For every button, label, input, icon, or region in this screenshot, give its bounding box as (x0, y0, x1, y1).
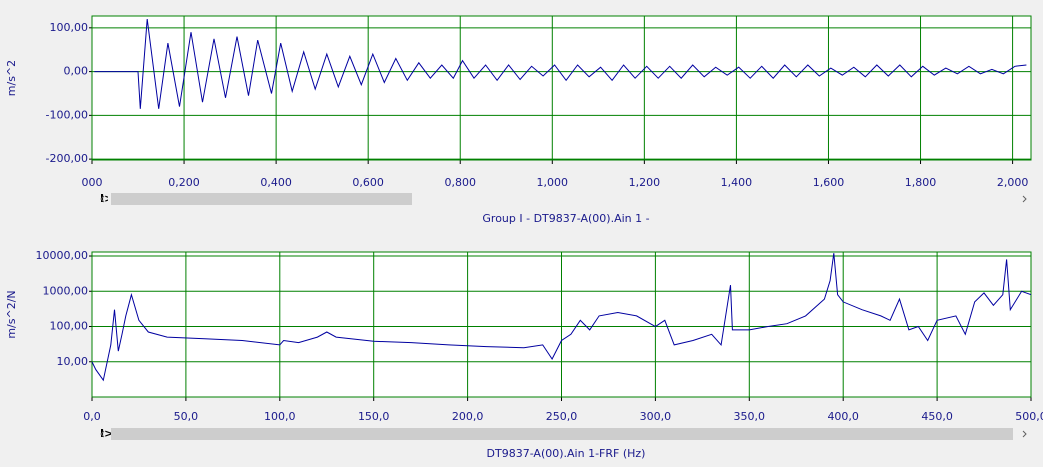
x-tick-label: 400,0 (827, 410, 859, 423)
plot-border (91, 251, 1032, 398)
y-tick-label: -100,00 (46, 108, 88, 121)
scroll-right[interactable] (1022, 430, 1027, 438)
x-tick-label: 0,600 (352, 176, 384, 189)
x-tick-label: 500,0 (1015, 410, 1043, 423)
y-axis-label: m/s^2 (5, 60, 18, 96)
signal-line (92, 253, 1031, 382)
scroll-right[interactable] (1022, 195, 1027, 203)
x-tick-label: 1,400 (721, 176, 753, 189)
x-tick-label: 300,0 (640, 410, 672, 423)
plot-area (92, 16, 1031, 160)
chart: 10000,00 1000,00 100,00 10,00 0,0 50,0 100,0 15… (5, 249, 1043, 460)
x-tick-label: 450,0 (921, 410, 953, 423)
signal-line (94, 19, 1027, 109)
y-tick-label: 100,00 (50, 21, 89, 34)
scrollbar-bottom[interactable]: I> (100, 427, 1027, 440)
x-tick-label: 000 (82, 176, 103, 189)
y-tick-label: 100,00 (50, 320, 89, 333)
scroll-thumb[interactable] (111, 193, 412, 205)
x-tick-label: 0,200 (168, 176, 200, 189)
x-tick-label: 200,0 (452, 410, 484, 423)
y-tick-label: 10000,00 (36, 249, 89, 262)
x-tick-label: 1,600 (813, 176, 845, 189)
x-tick-label: 0,0 (83, 410, 101, 423)
plot-border (91, 15, 1032, 161)
x-tick-label: 0,800 (444, 176, 476, 189)
x-tick-label: 50,0 (174, 410, 199, 423)
chart-title: Group I - DT9837-A(00).Ain 1 - (482, 212, 649, 225)
x-tick-label: 1,800 (905, 176, 937, 189)
y-tick-label: 10,00 (57, 355, 89, 368)
x-tick-label: 350,0 (734, 410, 766, 423)
chart-title: DT9837-A(00).Ain 1-FRF (Hz) (487, 447, 646, 460)
y-tick-label: 1000,00 (43, 284, 89, 297)
x-tick-label: 0,400 (260, 176, 292, 189)
x-tick-label: 1,200 (629, 176, 661, 189)
y-axis-label: m/s^2/N (5, 290, 18, 338)
scroll-left[interactable] (100, 430, 105, 438)
scrollbar-top[interactable]: I> (100, 192, 1027, 206)
x-tick-label: 250,0 (546, 410, 578, 423)
scroll-thumb[interactable] (111, 428, 1013, 440)
x-tick-label: 100,0 (264, 410, 296, 423)
scroll-left[interactable] (100, 195, 105, 203)
y-tick-label: 0,00 (64, 65, 89, 78)
x-tick-label: 1,000 (537, 176, 569, 189)
y-tick-label: -200,00 (46, 152, 88, 165)
chart: 100,00 0,00 -100,00 -200,00 000 0,200 0,400 0,6… (5, 15, 1032, 225)
x-tick-label: 150,0 (358, 410, 390, 423)
x-tick-label: 2,000 (997, 176, 1029, 189)
